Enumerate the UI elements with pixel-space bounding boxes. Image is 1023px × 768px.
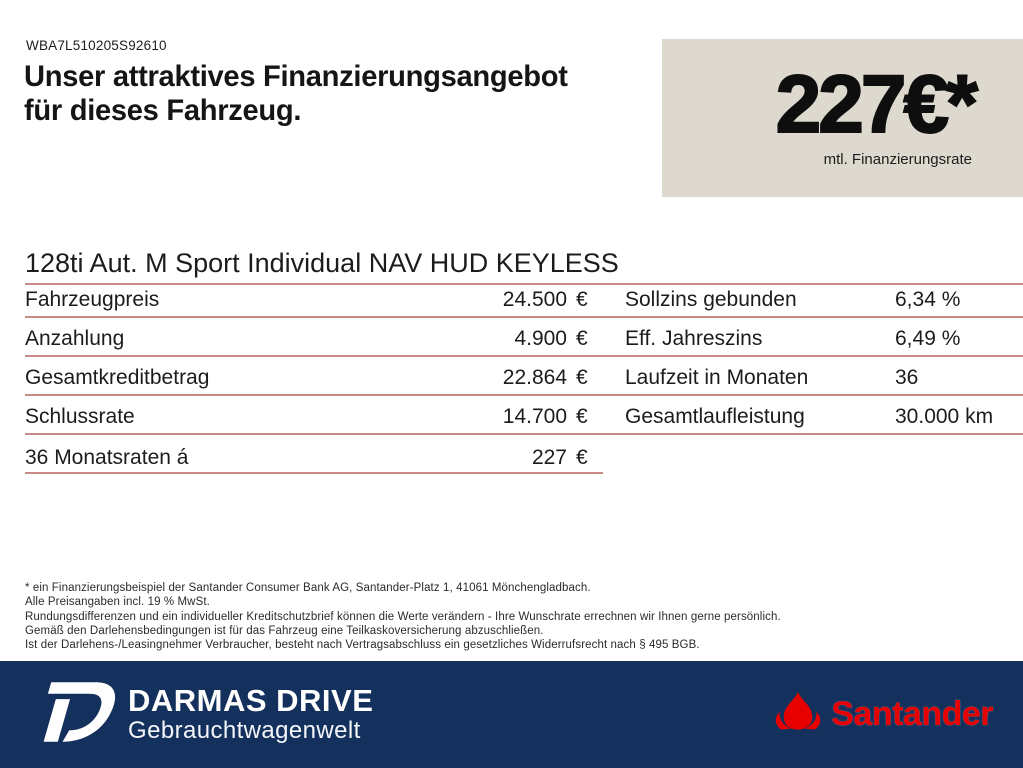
monthly-rate-amount: 227€* bbox=[775, 59, 979, 150]
page-title: Unser attraktives Finanzierungsangebot f… bbox=[24, 60, 664, 128]
finance-row: Gesamtkreditbetrag 22.864 € Laufzeit in … bbox=[25, 357, 1023, 396]
dealer-tagline: Gebrauchtwagenwelt bbox=[128, 717, 361, 744]
footnote-line: Alle Preisangaben incl. 19 % MwSt. bbox=[25, 596, 210, 609]
finance-value: 36 bbox=[895, 366, 919, 389]
finance-label: Fahrzeugpreis bbox=[25, 288, 160, 311]
finance-value: 30.000 km bbox=[895, 405, 994, 428]
footnote-line: Ist der Darlehens-/Leasingnehmer Verbrau… bbox=[25, 639, 700, 652]
finance-label: 36 Monatsraten á bbox=[25, 446, 189, 469]
page-title-line2: für dieses Fahrzeug. bbox=[24, 94, 302, 127]
finance-label: Anzahlung bbox=[25, 327, 125, 350]
currency-symbol: € bbox=[576, 405, 588, 428]
finance-value: 14.700 bbox=[502, 405, 567, 428]
dealer-name: DARMAS DRIVE bbox=[128, 683, 374, 718]
page-title-line1: Unser attraktives Finanzierungsangebot bbox=[24, 60, 568, 93]
finance-row: 36 Monatsraten á 227 € bbox=[25, 435, 1023, 474]
darmas-drive-logo-icon bbox=[28, 677, 116, 752]
footnote-line: Gemäß den Darlehensbedingungen ist für d… bbox=[25, 624, 544, 637]
finance-label: Schlussrate bbox=[25, 405, 135, 428]
monthly-rate-caption: mtl. Finanzierungsrate bbox=[823, 151, 972, 168]
finance-label: Sollzins gebunden bbox=[625, 288, 797, 311]
finance-value: 227 bbox=[531, 446, 567, 469]
finance-value: 24.500 bbox=[502, 288, 567, 311]
finance-row: Fahrzeugpreis 24.500 € Sollzins gebunden… bbox=[25, 279, 1023, 318]
legal-footnotes: * ein Finanzierungsbeispiel der Santande… bbox=[25, 581, 985, 652]
finance-value: 6,49 % bbox=[895, 327, 961, 350]
finance-row: Schlussrate 14.700 € Gesamtlaufleistung … bbox=[25, 396, 1023, 435]
currency-symbol: € bbox=[576, 288, 588, 311]
finance-table: Fahrzeugpreis 24.500 € Sollzins gebunden… bbox=[25, 279, 1023, 474]
finance-value: 6,34 % bbox=[895, 288, 961, 311]
bank-name: Santander bbox=[831, 695, 993, 733]
finance-label: Eff. Jahreszins bbox=[625, 327, 763, 350]
currency-symbol: € bbox=[576, 327, 588, 350]
currency-symbol: € bbox=[576, 446, 588, 469]
vehicle-title: 128ti Aut. M Sport Individual NAV HUD KE… bbox=[25, 249, 1023, 285]
finance-label: Gesamtlaufleistung bbox=[625, 405, 805, 428]
monthly-rate-box: 227€* mtl. Finanzierungsrate bbox=[662, 39, 1023, 197]
finance-value: 22.864 bbox=[502, 366, 567, 389]
finance-label: Gesamtkreditbetrag bbox=[25, 366, 210, 389]
footer-bar: DARMAS DRIVE Gebrauchtwagenwelt Santande… bbox=[0, 661, 1023, 768]
currency-symbol: € bbox=[576, 366, 588, 389]
finance-value: 4.900 bbox=[514, 327, 567, 350]
santander-logo: Santander bbox=[773, 689, 1001, 740]
footnote-line: Rundungsdifferenzen und ein individuelle… bbox=[25, 610, 781, 623]
santander-flame-icon bbox=[773, 689, 823, 740]
finance-row: Anzahlung 4.900 € Eff. Jahreszins 6,49 % bbox=[25, 318, 1023, 357]
finance-label: Laufzeit in Monaten bbox=[625, 366, 809, 389]
vin-number: WBA7L510205S92610 bbox=[26, 38, 167, 53]
dealer-wordmark: DARMAS DRIVE Gebrauchtwagenwelt bbox=[128, 684, 373, 745]
footnote-line: * ein Finanzierungsbeispiel der Santande… bbox=[25, 582, 591, 594]
